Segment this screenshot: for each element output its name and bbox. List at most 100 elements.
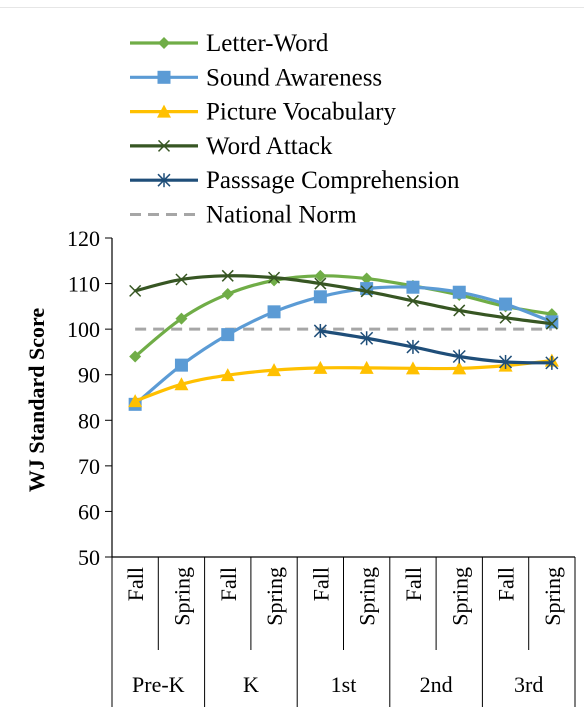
x-tick-label: Spring	[355, 567, 380, 626]
data-point	[221, 328, 235, 342]
series-line	[134, 285, 553, 406]
data-point	[360, 331, 374, 346]
legend-label: Picture Vocabulary	[206, 99, 397, 126]
legend-marker	[157, 173, 171, 188]
data-point	[314, 277, 327, 290]
marker-stroke	[157, 139, 171, 152]
data-point	[220, 368, 235, 382]
y-tick-label: 110	[68, 272, 100, 297]
x-group-label: 2nd	[420, 672, 453, 697]
data-point	[545, 315, 559, 329]
data-point	[313, 360, 328, 374]
x-group-label: 3rd	[514, 672, 543, 697]
y-tick-label: 120	[67, 226, 100, 251]
data-point	[221, 288, 234, 301]
legend-marker	[158, 37, 170, 49]
legend-marker	[157, 104, 171, 118]
x-tick-label: Spring	[447, 567, 472, 626]
data-point	[175, 273, 188, 286]
plot-area: 50 60 70 80 90 100 110 120 Fall Spring Fall Spring F…	[67, 226, 576, 707]
y-tick-label: 70	[78, 454, 100, 479]
x-tick-label: Spring	[262, 567, 287, 626]
x-tick-label: Fall	[216, 567, 241, 601]
data-point	[175, 312, 188, 325]
series-line	[134, 274, 553, 326]
x-tick-label: Fall	[494, 567, 519, 601]
legend-item: Passsage Comprehension	[130, 167, 460, 194]
legend-marker	[157, 139, 171, 152]
data-point	[360, 285, 373, 298]
legend-label: Passsage Comprehension	[206, 167, 460, 194]
marker-stroke	[406, 294, 419, 307]
marker-stroke	[314, 277, 327, 290]
data-point	[453, 304, 466, 317]
marker-stroke	[545, 317, 558, 330]
legend: Letter-Word Sound Awareness Picture Vocabu…	[130, 30, 460, 229]
legend-label: National Norm	[206, 202, 357, 229]
legend-marker	[157, 70, 171, 84]
data-point	[406, 294, 419, 307]
marker-stroke	[129, 284, 142, 297]
data-point	[313, 323, 327, 338]
data-point	[129, 284, 142, 297]
series-line	[134, 358, 553, 403]
legend-item: Picture Vocabulary	[130, 99, 397, 126]
data-point	[545, 317, 558, 330]
data-point	[267, 305, 281, 319]
series-passsage-comprehension	[313, 323, 559, 370]
y-tick-label: 50	[78, 545, 100, 570]
marker-stroke	[360, 285, 373, 298]
legend-item: National Norm	[130, 202, 357, 229]
data-point	[128, 394, 143, 408]
legend-item: Letter-Word	[130, 30, 329, 57]
data-point	[452, 361, 467, 375]
y-tick-label: 100	[67, 317, 100, 342]
series-word-attack	[129, 269, 558, 330]
data-point	[221, 269, 234, 282]
data-point	[405, 361, 420, 375]
legend-label: Letter-Word	[206, 30, 329, 57]
legend-label: Word Attack	[206, 133, 333, 160]
x-tick-label: Fall	[401, 567, 426, 601]
data-point	[267, 363, 282, 377]
data-point	[359, 360, 374, 374]
data-point	[545, 355, 559, 370]
x-group-label: Pre-K	[132, 672, 185, 697]
data-point	[452, 285, 466, 299]
series-sound-awareness	[128, 280, 559, 411]
data-point	[314, 269, 327, 282]
series-line	[320, 329, 552, 365]
series-picture-vocabulary	[128, 353, 559, 408]
data-point	[452, 349, 466, 364]
x-tick-label: Spring	[540, 567, 565, 626]
marker-stroke	[221, 269, 234, 282]
y-tick-label: 60	[78, 499, 100, 524]
y-tick-label: 90	[78, 363, 100, 388]
marker-stroke	[453, 304, 466, 317]
data-point	[406, 280, 420, 294]
x-tick-label: Fall	[123, 567, 148, 601]
x-group-label: 1st	[331, 672, 357, 697]
marker-stroke	[499, 311, 512, 324]
data-point	[174, 377, 189, 391]
x-tick-label: Fall	[308, 567, 333, 601]
legend-label: Sound Awareness	[206, 64, 382, 91]
data-point	[499, 297, 513, 311]
data-point	[313, 290, 327, 304]
series-line	[134, 274, 553, 358]
marker-stroke	[268, 271, 281, 284]
data-point	[129, 350, 142, 363]
data-point	[499, 354, 513, 369]
data-point	[360, 272, 373, 285]
data-point	[268, 271, 281, 284]
data-point	[174, 358, 188, 372]
y-axis-label: WJ Standard Score	[24, 308, 49, 492]
data-point	[499, 311, 512, 324]
x-tick-label: Spring	[169, 567, 194, 626]
y-tick-label: 80	[78, 408, 100, 433]
marker-stroke	[175, 273, 188, 286]
data-point	[406, 339, 420, 354]
legend-item: Sound Awareness	[130, 64, 382, 91]
x-group-label: K	[243, 672, 259, 697]
